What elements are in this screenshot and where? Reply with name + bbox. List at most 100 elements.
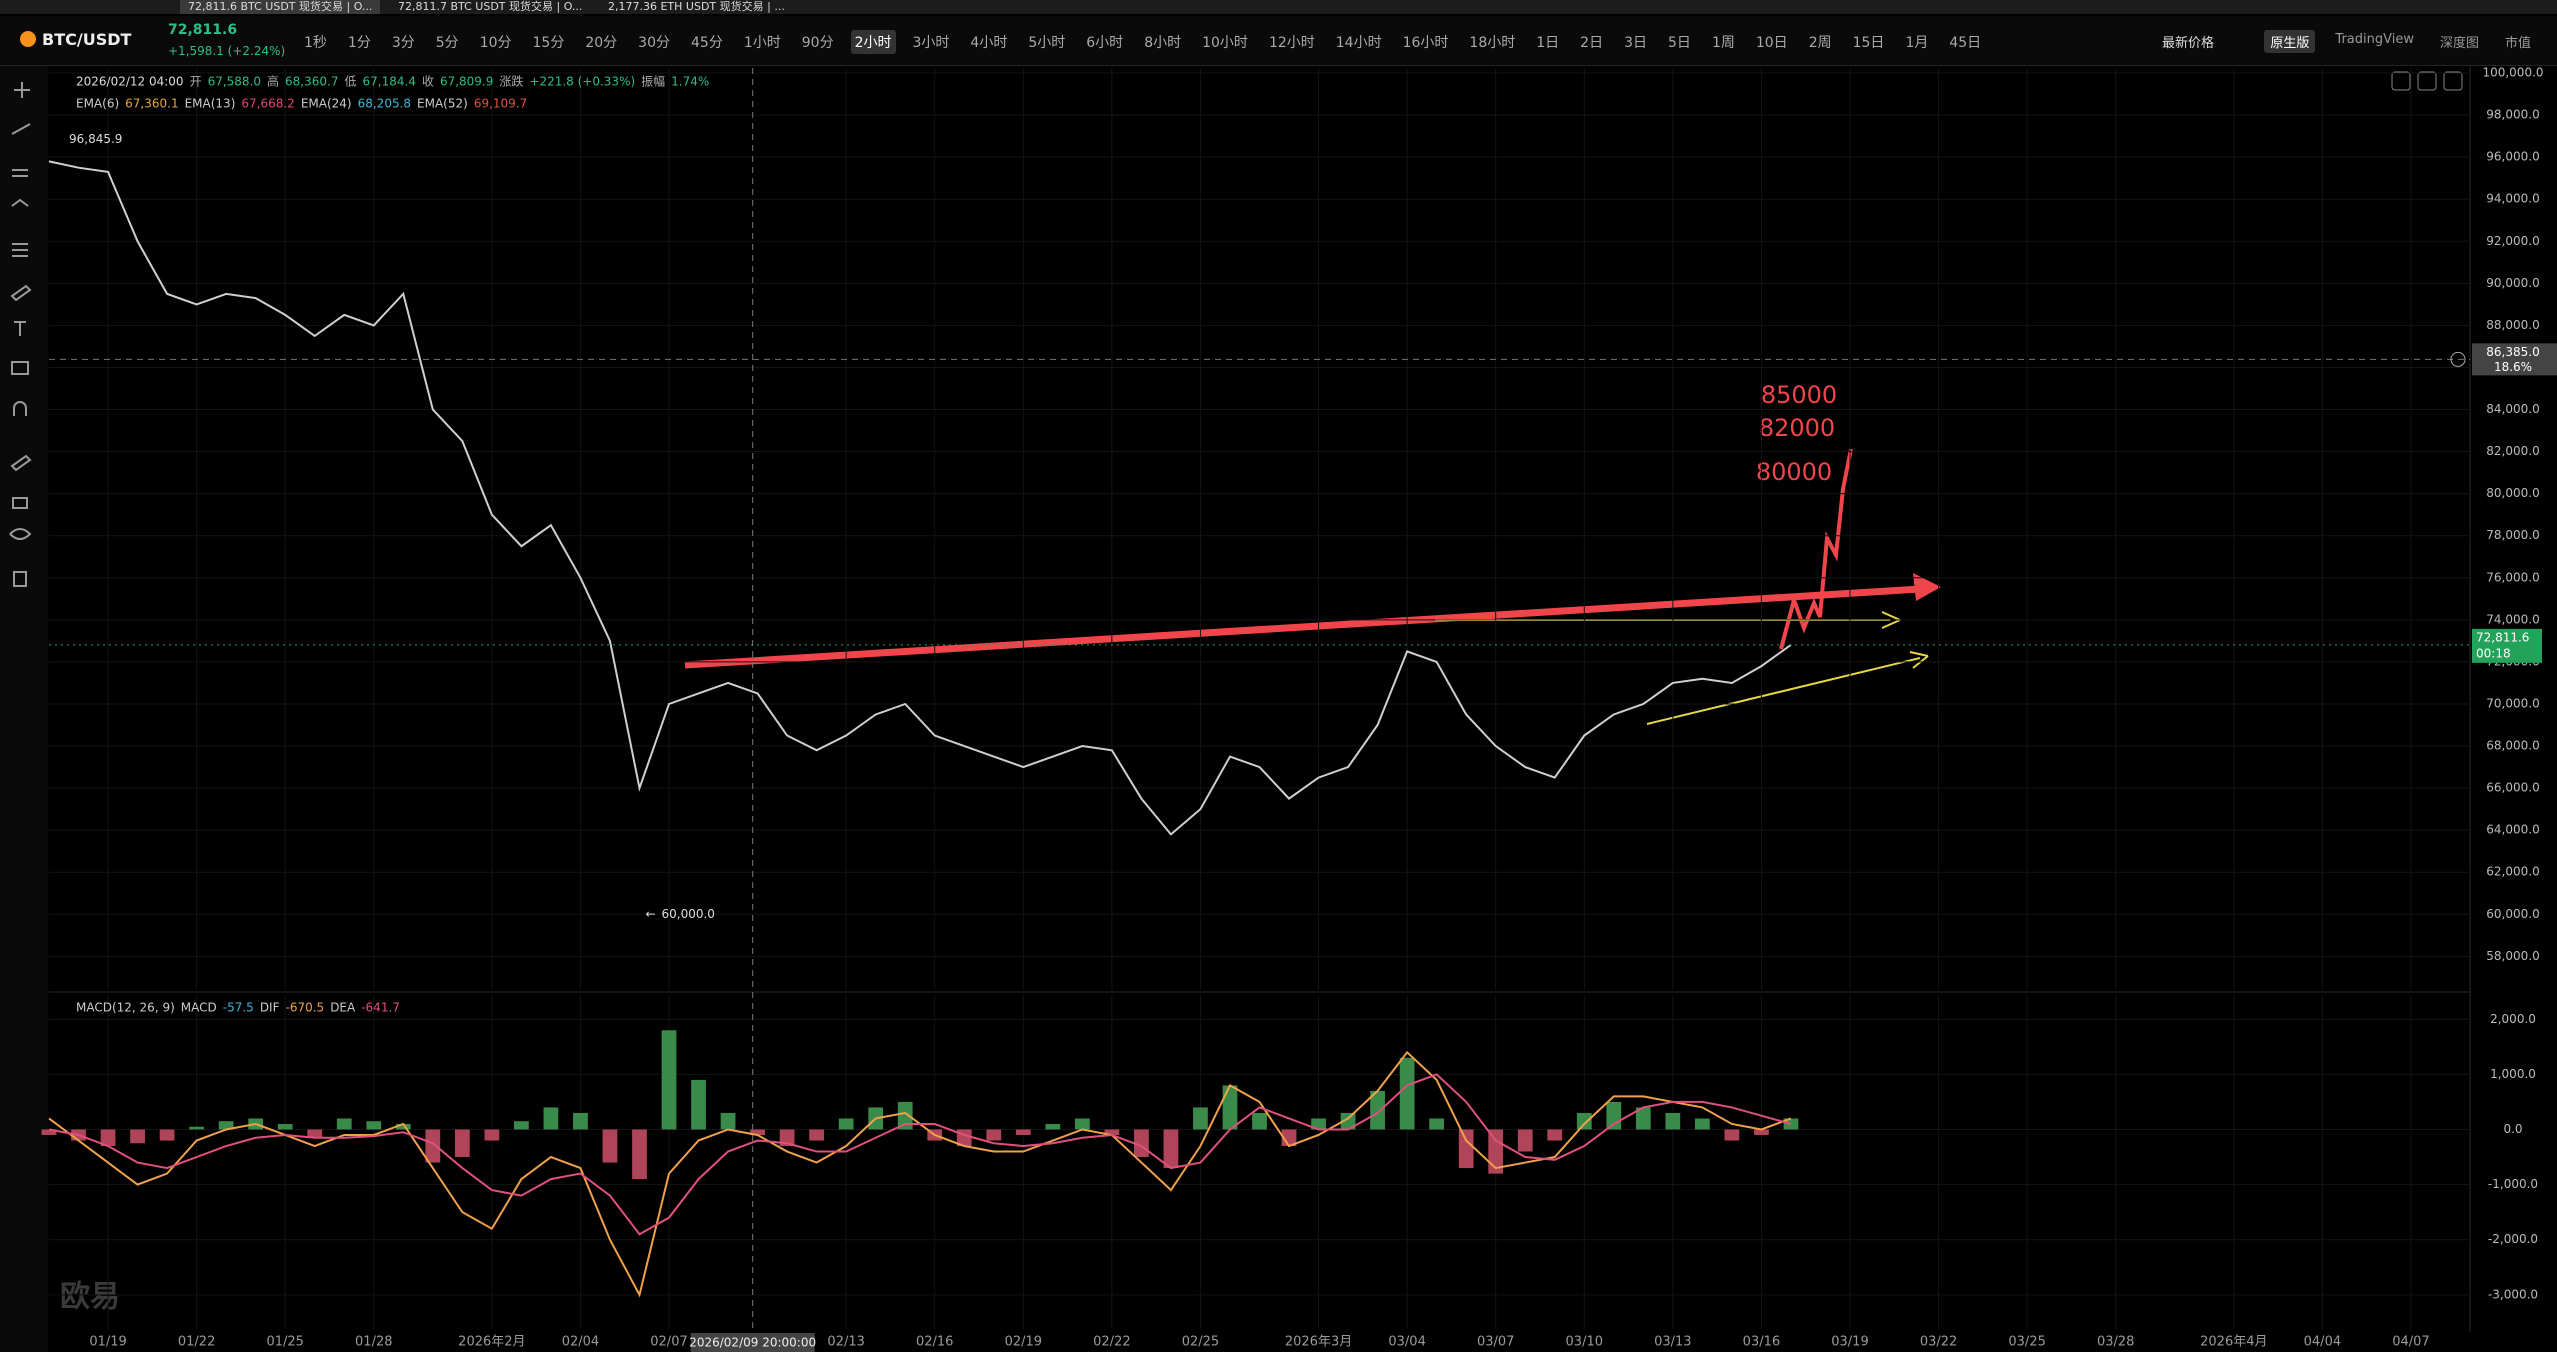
view-option[interactable]: 原生版 [2264,30,2316,53]
macd-bar [779,1129,795,1147]
legend-text: DEA [330,1001,356,1015]
interval-option[interactable]: 5分 [435,35,459,51]
interval-option[interactable]: 6小时 [1086,35,1124,51]
macd-bar [425,1129,441,1163]
macd-bar [838,1118,854,1130]
interval-option[interactable]: 1小时 [743,35,781,51]
legend-text: 68,360.7 [285,75,338,89]
interval-option[interactable]: 5日 [1668,35,1691,51]
x-tick-label: 02/13 [827,1335,864,1350]
macd-bar [986,1129,1002,1141]
interval-option[interactable]: 90分 [801,35,834,51]
interval-option[interactable]: 15分 [532,35,565,51]
macd-bar [1104,1129,1120,1135]
x-tick-label: 03/13 [1654,1335,1691,1350]
browser-tab[interactable]: 72,811.7 BTC USDT 现货交易 | O... [398,0,583,13]
macd-bar [1635,1107,1651,1130]
interval-option[interactable]: 1秒 [304,35,327,51]
x-tick-label: 03/25 [2008,1335,2045,1350]
y-tick-label: 70,000.0 [2486,696,2539,710]
legend-text: EMA(13) [185,97,236,111]
interval-option[interactable]: 3分 [391,35,415,51]
price-change: +1,598.1 (+2.24%) [168,44,286,58]
interval-option[interactable]: 30分 [638,35,670,51]
macd-bar [41,1129,57,1135]
legend-text: 67,360.1 [125,97,178,111]
view-option[interactable]: 深度图 [2439,36,2479,51]
interval-option[interactable]: 4小时 [970,35,1008,51]
y-tick-label: 78,000.0 [2486,528,2539,542]
crosshair-time: 2026/02/09 20:00:00 [689,1336,816,1350]
legend-text: DIF [260,1001,280,1015]
y-tick-label: 1,000.0 [2490,1067,2536,1081]
pane-buttons[interactable] [2391,71,2463,91]
macd-bar [189,1126,205,1130]
crosshair-time-box [690,1333,815,1352]
y-tick-label: 58,000.0 [2486,949,2539,963]
macd-bar [1252,1112,1267,1130]
interval-option[interactable]: 1分 [347,35,371,51]
interval-option[interactable]: 10分 [479,35,512,51]
x-tick-label: 03/28 [2097,1335,2134,1350]
interval-option[interactable]: 45日 [1949,35,1982,51]
macd-bar [277,1123,293,1130]
interval-option[interactable]: 3小时 [912,35,950,51]
y-tick-label: 100,000.0 [2482,66,2543,80]
interval-option[interactable]: 20分 [585,35,618,51]
add-alert-button[interactable] [2450,351,2466,367]
interval-option[interactable]: 15日 [1852,35,1885,51]
macd-bar [1370,1090,1385,1130]
macd-bar [1783,1118,1799,1130]
interval-option[interactable]: 3日 [1624,35,1648,51]
interval-option[interactable]: 1月 [1905,35,1929,51]
macd-bar [1517,1129,1533,1152]
legend-text: -57.5 [223,1001,254,1015]
crosshair-percent: 18.6% [2494,360,2532,374]
view-option[interactable]: 市值 [2504,36,2531,51]
legend-text: 67,184.4 [362,75,415,89]
last-price-countdown: 00:18 [2476,646,2511,660]
symbol[interactable]: BTC/USDT [42,30,132,49]
interval-option[interactable]: 2周 [1808,35,1832,51]
interval-option[interactable]: 12小时 [1268,35,1315,51]
legend-text: 涨跌 [499,74,523,89]
macd-bar [1015,1129,1031,1135]
x-tick-label: 2026年3月 [1285,1335,1352,1350]
macd-bar [691,1079,706,1130]
interval-option[interactable]: 18小时 [1469,35,1516,51]
macd-bar [100,1129,116,1147]
macd-bar [1193,1107,1208,1130]
interval-option[interactable]: 10日 [1755,35,1788,51]
interval-option[interactable]: 1周 [1711,35,1735,51]
y-tick-label: 84,000.0 [2486,402,2539,416]
y-tick-label: 92,000.0 [2486,234,2539,248]
interval-option[interactable]: 2日 [1580,35,1604,51]
symbol-selector[interactable]: BTC/USDT [20,30,131,49]
macd-bar [602,1129,618,1163]
browser-tab[interactable]: 72,811.6 BTC USDT 现货交易 | O... [180,0,380,14]
x-tick-label: 02/22 [1093,1335,1130,1350]
interval-option[interactable]: 10小时 [1202,35,1248,51]
interval-option[interactable]: 1日 [1536,35,1560,51]
price-mode[interactable]: 最新价格 [2162,36,2215,51]
macd-bar [159,1129,175,1141]
macd-bar [1429,1118,1445,1130]
legend-text: 67,668.2 [241,97,294,111]
y-tick-label: 74,000.0 [2486,612,2539,626]
interval-option[interactable]: 16小时 [1402,35,1449,51]
legend-text: +221.8 (+0.33%) [529,75,635,89]
view-option[interactable]: TradingView [2335,32,2414,47]
interval-option[interactable]: 2小时 [850,30,896,54]
y-tick-label: 0.0 [2503,1122,2522,1136]
x-tick-label: 03/22 [1920,1335,1957,1350]
interval-option[interactable]: 5小时 [1028,35,1066,51]
interval-option[interactable]: 14小时 [1335,35,1382,51]
macd-bar [366,1121,382,1130]
interval-option[interactable]: 45分 [691,35,723,51]
annotation-text: 82000 [1759,414,1835,442]
interval-option[interactable]: 8小时 [1144,35,1182,51]
last-price-label: 72,811.6 [2476,630,2529,644]
browser-tab[interactable]: 2,177.36 ETH USDT 现货交易 | ... [608,0,785,13]
